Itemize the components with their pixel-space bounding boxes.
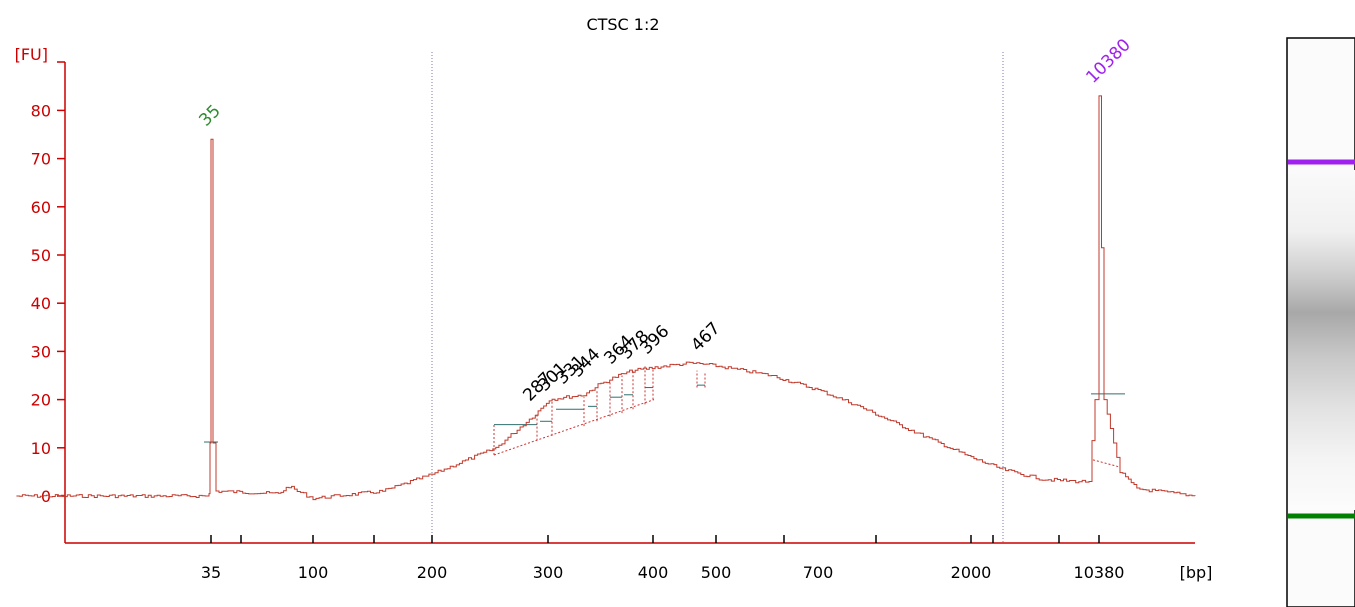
y-tick-label: 30 (31, 342, 51, 361)
y-tick-label: 0 (41, 487, 51, 506)
peak-area-baseline (493, 399, 655, 456)
gel-smear (1288, 170, 1355, 510)
peak-label: 35 (195, 101, 224, 130)
x-tick-label: 10380 (1074, 563, 1125, 582)
x-tick-label: 300 (533, 563, 564, 582)
x-tick-label: 35 (201, 563, 221, 582)
x-tick-label: 400 (638, 563, 669, 582)
y-tick-label: 80 (31, 101, 51, 120)
peak-label: 467 (687, 318, 724, 355)
y-tick-label: 50 (31, 246, 51, 265)
gel-band-lower-marker (1288, 513, 1355, 519)
y-tick-label: 40 (31, 294, 51, 313)
y-unit-label: [FU] (15, 45, 48, 64)
x-unit-label: [bp] (1180, 563, 1213, 582)
peak-label: 10380 (1082, 35, 1134, 87)
x-tick-label: 500 (701, 563, 732, 582)
peak-baselines (204, 365, 1125, 468)
y-tick-label: 20 (31, 391, 51, 410)
y-tick-label: 60 (31, 198, 51, 217)
y-tick-label: 10 (31, 439, 51, 458)
trace-line (16, 95, 1196, 501)
x-tick-label: 100 (298, 563, 329, 582)
x-tick-label: 700 (803, 563, 834, 582)
x-tick-label: 2000 (951, 563, 992, 582)
dotted-guides (431, 52, 1004, 543)
gel-band-upper-marker (1288, 159, 1355, 165)
gel-bands (1288, 159, 1355, 519)
x-axis: 35 100 200 300 400 500 700 2000 10380 (65, 535, 1195, 582)
peak-area-baseline (1092, 459, 1121, 468)
chart-title: CTSC 1:2 (586, 15, 659, 34)
y-axis: 0 10 20 30 40 50 60 70 80 (31, 61, 66, 543)
x-tick-label: 200 (417, 563, 448, 582)
y-tick-label: 70 (31, 150, 51, 169)
peak-label: 396 (636, 321, 673, 358)
